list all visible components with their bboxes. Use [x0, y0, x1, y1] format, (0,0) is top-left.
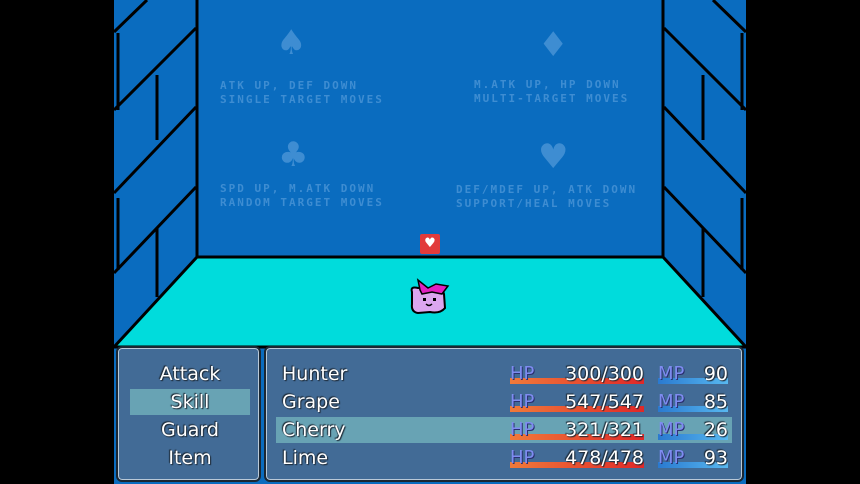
hint-line: RANDOM TARGET MOVES [220, 196, 384, 209]
party-row-cherry[interactable]: Cherry HP 321/321 MP 26 [276, 417, 732, 443]
command-item[interactable]: Item [168, 447, 212, 469]
hp-value: 478/478 [565, 447, 644, 469]
hint-heart: DEF/MDEF UP, ATK DOWN SUPPORT/HEAL MOVES [456, 183, 637, 211]
hp-value: 547/547 [565, 391, 644, 413]
command-skill[interactable]: Skill [130, 389, 250, 415]
party-row-grape[interactable]: Grape HP 547/547 MP 85 [276, 389, 732, 415]
member-name: Grape [282, 391, 340, 413]
mp-gauge [658, 434, 728, 440]
right-wall-bricks [661, 0, 746, 297]
hp-gauge [510, 378, 644, 384]
hint-line: MULTI-TARGET MOVES [474, 92, 630, 105]
battle-background [114, 0, 746, 349]
enemy-pink-blob [410, 278, 450, 315]
command-guard[interactable]: Guard [161, 419, 219, 441]
diamond-icon: ♦ [538, 25, 569, 65]
mp-value: 85 [703, 391, 728, 413]
hp-value: 300/300 [565, 363, 644, 385]
mp-gauge [658, 462, 728, 468]
mp-gauge [658, 378, 728, 384]
mp-label: MP [658, 419, 685, 440]
hint-line: ATK UP, DEF DOWN [220, 79, 358, 92]
hint-line: DEF/MDEF UP, ATK DOWN [456, 183, 638, 196]
hp-label: HP [510, 391, 535, 412]
hint-club: SPD UP, M.ATK DOWN RANDOM TARGET MOVES [220, 182, 384, 210]
command-attack[interactable]: Attack [159, 363, 221, 385]
mp-value: 90 [703, 363, 728, 385]
hint-spade: ATK UP, DEF DOWN SINGLE TARGET MOVES [220, 79, 384, 107]
hint-line: SINGLE TARGET MOVES [220, 93, 384, 106]
mp-label: MP [658, 447, 685, 468]
member-name: Cherry [282, 419, 346, 441]
hint-line: SUPPORT/HEAL MOVES [456, 197, 612, 210]
club-icon: ♣ [278, 135, 309, 175]
member-name: Lime [282, 447, 329, 469]
hp-label: HP [510, 447, 535, 468]
party-row-lime[interactable]: Lime HP 478/478 MP 93 [276, 445, 732, 471]
heart-suit-icon: ♥ [538, 137, 569, 177]
mp-label: MP [658, 391, 685, 412]
back-wall [197, 0, 663, 257]
heart-icon: ♥ [420, 234, 440, 254]
hp-label: HP [510, 363, 535, 384]
hp-value: 321/321 [565, 419, 644, 441]
hp-gauge [510, 434, 644, 440]
hint-line: M.ATK UP, HP DOWN [474, 78, 621, 91]
hint-line: SPD UP, M.ATK DOWN [220, 182, 376, 195]
mp-label: MP [658, 363, 685, 384]
hp-gauge [510, 406, 644, 412]
mp-value: 26 [703, 419, 728, 441]
hint-diamond: M.ATK UP, HP DOWN MULTI-TARGET MOVES [474, 78, 629, 106]
left-wall-bricks [114, 0, 199, 297]
hp-label: HP [510, 419, 535, 440]
mp-value: 93 [703, 447, 728, 469]
battle-scene: ♠ ATK UP, DEF DOWN SINGLE TARGET MOVES ♦ … [114, 0, 746, 484]
member-name: Hunter [282, 363, 348, 385]
party-row-hunter[interactable]: Hunter HP 300/300 MP 90 [276, 361, 732, 387]
mp-gauge [658, 406, 728, 412]
command-window: Attack Skill Guard Item [116, 346, 261, 482]
party-status-window: Hunter HP 300/300 MP 90 Grape HP 547/547 MP 85 Che… [264, 346, 744, 482]
spade-icon: ♠ [276, 23, 307, 63]
hp-gauge [510, 462, 644, 468]
